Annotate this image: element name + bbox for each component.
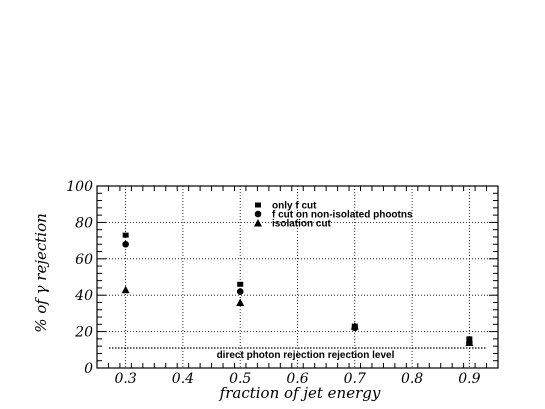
y-axis-title: % of γ rejection bbox=[32, 213, 50, 333]
y-tick-label: 80 bbox=[75, 215, 93, 231]
axis-ticks bbox=[96, 185, 499, 369]
data-point-square-0 bbox=[122, 232, 129, 238]
data-point-triangle-1 bbox=[236, 298, 245, 306]
reference-line-label: direct photon rejection rejection level bbox=[217, 350, 395, 361]
grid-lines bbox=[97, 186, 498, 368]
x-tick-label: 0.9 bbox=[458, 371, 480, 387]
y-tick-label: 20 bbox=[74, 325, 93, 341]
legend-label: f cut on non-isolated phootns bbox=[272, 210, 413, 221]
legend-label: only f cut bbox=[272, 201, 317, 212]
legend-label: isolation cut bbox=[272, 219, 332, 230]
data-point-circle-0 bbox=[122, 240, 129, 248]
data-point-circle-1 bbox=[236, 288, 244, 295]
y-tick-label: 100 bbox=[66, 179, 93, 195]
tick-labels: 0.3 0.4 0.5 0.6 0.7 0.8 0.9 0 20 40 60 80 100 bbox=[66, 179, 480, 387]
data-point-triangle-2 bbox=[350, 322, 359, 330]
y-tick-label: 40 bbox=[74, 288, 93, 304]
legend-marker-circle bbox=[254, 210, 262, 218]
data-markers bbox=[121, 232, 474, 347]
legend-marker-square bbox=[255, 202, 261, 208]
y-tick-label: 60 bbox=[75, 252, 93, 268]
y-tick-label: 0 bbox=[84, 361, 93, 377]
data-point-square-1 bbox=[237, 281, 244, 287]
x-tick-label: 0.4 bbox=[172, 371, 194, 387]
x-tick-label: 0.3 bbox=[115, 371, 137, 387]
x-tick-label: 0.8 bbox=[401, 371, 423, 387]
legend-marker-triangle bbox=[254, 219, 262, 227]
x-tick-label: 0.5 bbox=[229, 371, 251, 387]
x-axis-title: fraction of jet energy bbox=[219, 384, 381, 402]
data-point-triangle-3 bbox=[465, 338, 474, 347]
plot-frame bbox=[96, 185, 499, 369]
data-point-triangle-0 bbox=[121, 285, 130, 294]
x-tick-label: 0.7 bbox=[344, 371, 366, 387]
x-tick-label: 0.6 bbox=[286, 371, 308, 387]
